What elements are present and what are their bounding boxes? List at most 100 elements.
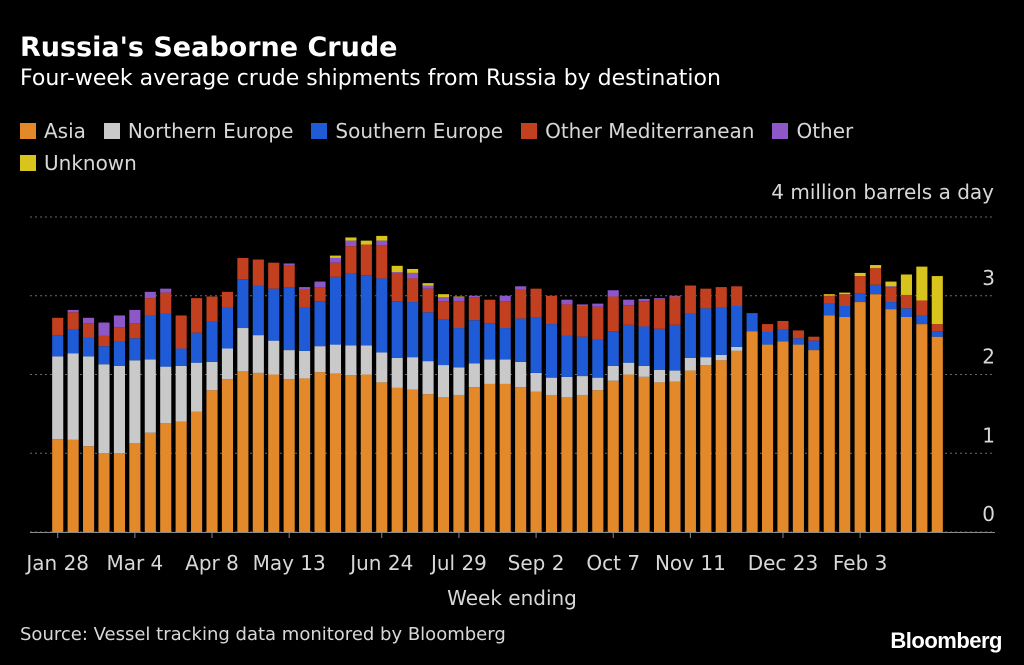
bar-segment-other-mediterranean (283, 265, 295, 288)
bar-segment-other-mediterranean (129, 323, 141, 339)
bar-segment-unknown (407, 268, 419, 273)
bar-segment-southern-europe (206, 321, 218, 362)
bar-segment-asia (623, 374, 635, 532)
bar-segment-asia (437, 397, 450, 532)
x-tick-label: Jan 28 (24, 551, 89, 575)
bar-segment-southern-europe (592, 339, 604, 378)
bar-segment-northern-europe (638, 365, 650, 377)
bar-segment-other (391, 272, 403, 274)
bar-segment-unknown (376, 235, 388, 241)
bar-segment-northern-europe (376, 352, 388, 383)
bar-segment-other-mediterranean (731, 286, 743, 306)
bar-segment-southern-europe (407, 302, 419, 358)
bar-segment-southern-europe (376, 278, 388, 353)
legend-item-other-mediterranean: Other Mediterranean (521, 118, 754, 144)
bar-segment-asia (638, 376, 650, 532)
bar-segment-unknown (422, 283, 434, 286)
bar-segment-northern-europe (144, 359, 156, 433)
bar-segment-unknown (885, 281, 897, 287)
bar-segment-northern-europe (623, 362, 635, 375)
bar-segment-unknown (437, 294, 450, 298)
bar-segment-other-mediterranean (870, 268, 882, 285)
bar-segment-asia (191, 411, 203, 532)
bar-segment-asia (221, 379, 234, 532)
y-tick-label: 2 (982, 345, 995, 369)
bar-segment-other-mediterranean (638, 301, 650, 327)
bar-segment-southern-europe (221, 307, 234, 349)
legend-item-southern-europe: Southern Europe (311, 118, 503, 144)
bar-segment-other (407, 272, 419, 279)
bar-segment-asia (885, 309, 897, 532)
bar-segment-asia (391, 387, 403, 532)
bar-segment-southern-europe (885, 302, 897, 310)
bar-segment-southern-europe (468, 320, 480, 364)
bar-segment-southern-europe (715, 307, 727, 355)
bar-segment-northern-europe (252, 335, 264, 373)
bar-segment-northern-europe (299, 350, 311, 379)
bar-segment-other-mediterranean (484, 299, 496, 324)
bar-segment-asia (314, 372, 326, 532)
bar-segment-northern-europe (453, 367, 465, 395)
bar-segment-other-mediterranean (113, 327, 125, 342)
bar-segment-southern-europe (283, 287, 295, 351)
bar-segment-unknown (931, 276, 943, 325)
bar-segment-asia (515, 387, 527, 532)
bar-segment-southern-europe (561, 335, 573, 377)
bar-segment-northern-europe (499, 359, 511, 384)
bar-segment-other (468, 295, 480, 298)
legend-swatch-asia (20, 123, 36, 139)
bar-segment-other-mediterranean (684, 285, 696, 314)
x-tick-label: Feb 3 (833, 551, 888, 575)
bar-segment-asia (422, 394, 434, 532)
bar-segment-southern-europe (777, 329, 789, 342)
bar-segment-asia (52, 439, 64, 532)
bar-segment-unknown (823, 294, 835, 296)
legend-item-asia: Asia (20, 118, 86, 144)
legend-label-unknown: Unknown (44, 151, 137, 175)
bar-segment-southern-europe (653, 328, 666, 370)
bar-segment-other (592, 303, 604, 307)
bar-segment-asia (530, 391, 542, 532)
bar-segment-northern-europe (237, 328, 249, 372)
bar-segment-asia (669, 381, 681, 532)
bar-segment-other (329, 257, 342, 263)
bar-segment-northern-europe (98, 364, 110, 454)
bar-segment-southern-europe (545, 324, 558, 378)
bar-segment-other-mediterranean (885, 287, 897, 303)
legend-label-southern-europe: Southern Europe (335, 119, 504, 143)
legend-item-northern-europe: Northern Europe (103, 118, 293, 144)
bar-segment-southern-europe (669, 324, 681, 371)
legend-swatch-other (772, 123, 789, 139)
bar-segment-other (499, 295, 511, 302)
bar-segment-other-mediterranean (623, 305, 635, 325)
bar-segment-asia (823, 315, 835, 532)
bar-segment-southern-europe (854, 293, 866, 303)
bar-segment-other-mediterranean (206, 296, 218, 322)
bar-segment-other (576, 304, 588, 306)
bar-segment-other-mediterranean (314, 287, 326, 302)
bar-segment-southern-europe (422, 312, 434, 362)
bar-segment-southern-europe (144, 315, 156, 360)
bar-segment-southern-europe (83, 337, 95, 357)
bar-segment-asia (700, 365, 712, 532)
bar-segment-northern-europe (561, 376, 573, 398)
legend-label-other: Other (796, 119, 854, 143)
bar-segment-northern-europe (468, 363, 480, 388)
legend-swatch-unknown (20, 155, 36, 171)
chart-title: Russia's Seaborne Crude (20, 32, 398, 63)
bar-segment-southern-europe (314, 301, 326, 347)
bar-segment-asia (746, 331, 758, 532)
bar-segment-northern-europe (129, 360, 141, 444)
bar-segment-asia (592, 390, 604, 532)
bar-segment-northern-europe (715, 354, 727, 361)
bar-segment-other-mediterranean (453, 301, 465, 329)
bar-segment-asia (129, 443, 141, 532)
legend-swatch-other-mediterranean (521, 123, 538, 139)
bar-segment-other-mediterranean (98, 335, 110, 347)
bar-segment-other-mediterranean (376, 245, 388, 279)
y-unit-label: 4 million barrels a day (771, 180, 994, 204)
bar-segment-asia (376, 382, 388, 532)
bar-segment-other-mediterranean (237, 257, 249, 280)
bar-segment-asia (931, 336, 943, 532)
bar-segment-other-mediterranean (931, 324, 943, 332)
